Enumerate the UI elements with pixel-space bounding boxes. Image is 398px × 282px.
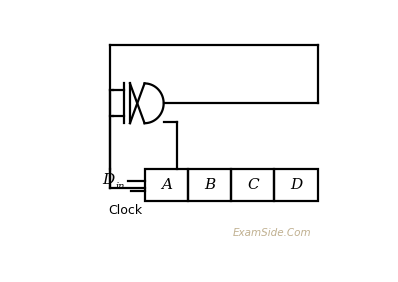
Text: A: A bbox=[161, 178, 172, 192]
Bar bbox=[231, 169, 274, 201]
Text: D: D bbox=[290, 178, 302, 192]
Text: Clock: Clock bbox=[108, 204, 142, 217]
Text: D: D bbox=[103, 173, 115, 187]
Bar bbox=[274, 169, 318, 201]
Bar bbox=[188, 169, 231, 201]
Text: ExamSide.Com: ExamSide.Com bbox=[232, 228, 311, 238]
Bar bbox=[144, 169, 188, 201]
Text: C: C bbox=[247, 178, 259, 192]
Text: in: in bbox=[115, 182, 125, 191]
Text: B: B bbox=[204, 178, 215, 192]
